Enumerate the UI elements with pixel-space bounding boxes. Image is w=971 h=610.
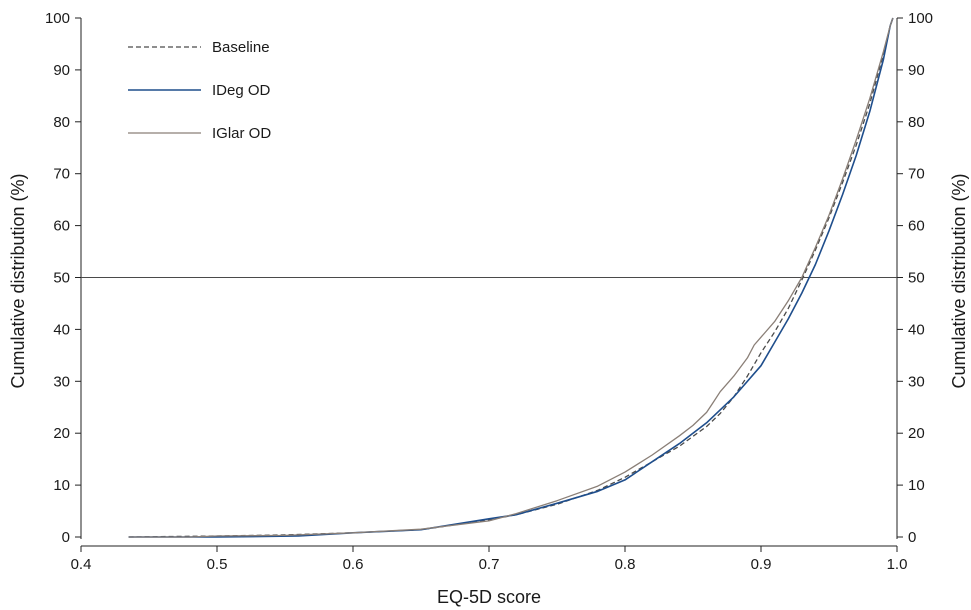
x-tick-label: 0.8	[615, 556, 636, 573]
left-y-ticks: 0 10 20 30 40 50 60 70 80 90 100	[45, 10, 81, 546]
right-y-tick-label: 20	[908, 425, 925, 442]
y-axis-title-right: Cumulative distribution (%)	[949, 173, 969, 388]
legend-ideg-label: IDeg OD	[212, 82, 271, 99]
right-y-tick-label: 10	[908, 477, 925, 494]
right-y-tick-label: 60	[908, 218, 925, 235]
right-y-tick-label: 90	[908, 62, 925, 79]
x-tick-label: 1.0	[887, 556, 908, 573]
left-y-tick-label: 10	[53, 477, 70, 494]
right-y-tick-label: 0	[908, 529, 916, 546]
left-y-tick-label: 90	[53, 62, 70, 79]
legend-iglar-label: IGlar OD	[212, 125, 271, 142]
x-axis: 0.4 0.5 0.6 0.7 0.8 0.9 1.0	[71, 545, 908, 573]
legend-baseline-label: Baseline	[212, 39, 270, 56]
right-y-tick-label: 100	[908, 10, 933, 27]
left-y-tick-label: 70	[53, 166, 70, 183]
x-ticks: 0.4 0.5 0.6 0.7 0.8 0.9 1.0	[71, 546, 908, 573]
left-y-tick-label: 60	[53, 218, 70, 235]
x-axis-title: EQ-5D score	[437, 587, 541, 607]
left-y-tick-label: 20	[53, 425, 70, 442]
series-iglar-od-line	[128, 17, 894, 538]
left-y-tick-label: 50	[53, 270, 70, 287]
left-y-tick-label: 100	[45, 10, 70, 27]
right-y-tick-label: 80	[908, 114, 925, 131]
left-y-tick-label: 0	[62, 529, 70, 546]
x-tick-label: 0.6	[343, 556, 364, 573]
series-layer	[128, 17, 894, 538]
x-tick-label: 0.7	[479, 556, 500, 573]
right-y-tick-label: 70	[908, 166, 925, 183]
left-axis: 0 10 20 30 40 50 60 70 80 90 100	[45, 10, 82, 546]
y-axis-title-left: Cumulative distribution (%)	[8, 173, 28, 388]
right-axis: 0 10 20 30 40 50 60 70 80 90 100	[896, 10, 933, 546]
right-y-ticks: 0 10 20 30 40 50 60 70 80 90 100	[897, 10, 933, 546]
x-tick-label: 0.4	[71, 556, 92, 573]
x-tick-label: 0.9	[751, 556, 772, 573]
left-y-tick-label: 40	[53, 321, 70, 338]
right-y-tick-label: 30	[908, 373, 925, 390]
legend: Baseline IDeg OD IGlar OD	[128, 39, 271, 142]
left-y-tick-label: 30	[53, 373, 70, 390]
right-y-tick-label: 50	[908, 270, 925, 287]
left-y-tick-label: 80	[53, 114, 70, 131]
x-tick-label: 0.5	[207, 556, 228, 573]
right-y-tick-label: 40	[908, 321, 925, 338]
